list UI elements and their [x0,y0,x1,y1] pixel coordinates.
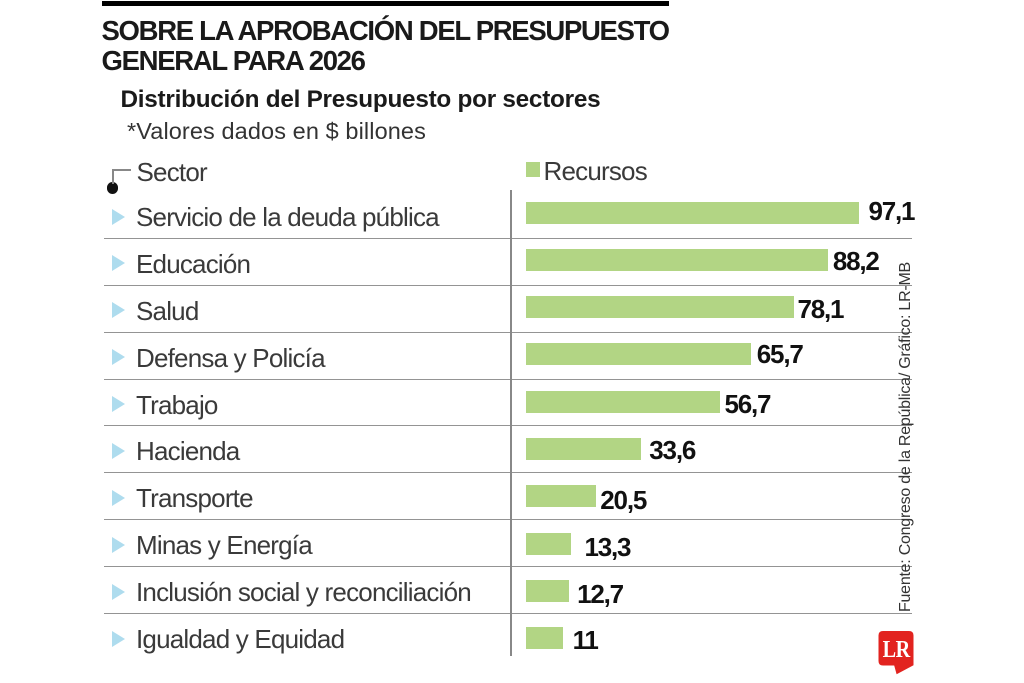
svg-text:LR: LR [883,635,911,662]
